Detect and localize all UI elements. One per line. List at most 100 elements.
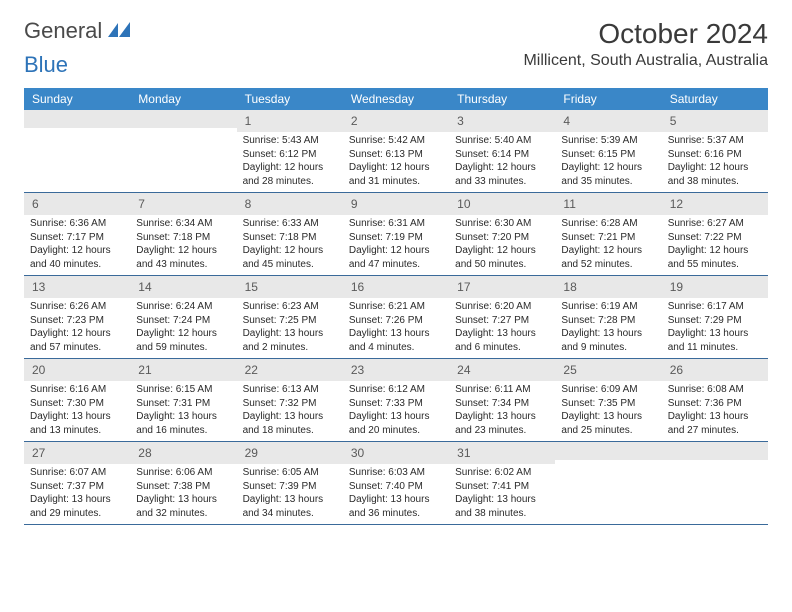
cell-body: Sunrise: 6:15 AMSunset: 7:31 PMDaylight:… (130, 381, 236, 441)
daylight-text: and 55 minutes. (668, 258, 762, 272)
daylight-text: Daylight: 13 hours (668, 327, 762, 341)
sunrise-text: Sunrise: 6:30 AM (455, 217, 549, 231)
sunrise-text: Sunrise: 6:21 AM (349, 300, 443, 314)
daylight-text: and 57 minutes. (30, 341, 124, 355)
daylight-text: and 11 minutes. (668, 341, 762, 355)
daylight-text: and 50 minutes. (455, 258, 549, 272)
cell-body (555, 460, 661, 466)
daylight-text: and 40 minutes. (30, 258, 124, 272)
sunrise-text: Sunrise: 5:39 AM (561, 134, 655, 148)
sunrise-text: Sunrise: 6:23 AM (243, 300, 337, 314)
day-number: 14 (138, 280, 151, 294)
sunrise-text: Sunrise: 6:19 AM (561, 300, 655, 314)
sunrise-text: Sunrise: 6:34 AM (136, 217, 230, 231)
day-number: 13 (32, 280, 45, 294)
day-cell: 26Sunrise: 6:08 AMSunset: 7:36 PMDayligh… (662, 359, 768, 441)
cell-body: Sunrise: 6:06 AMSunset: 7:38 PMDaylight:… (130, 464, 236, 524)
sunset-text: Sunset: 7:20 PM (455, 231, 549, 245)
daylight-text: Daylight: 12 hours (243, 244, 337, 258)
day-number: 18 (563, 280, 576, 294)
daylight-text: Daylight: 12 hours (455, 244, 549, 258)
sunrise-text: Sunrise: 6:27 AM (668, 217, 762, 231)
sunset-text: Sunset: 6:13 PM (349, 148, 443, 162)
sunrise-text: Sunrise: 6:03 AM (349, 466, 443, 480)
daynum-row: 30 (343, 442, 449, 464)
sunset-text: Sunset: 6:15 PM (561, 148, 655, 162)
day-number: 22 (245, 363, 258, 377)
daylight-text: and 36 minutes. (349, 507, 443, 521)
day-number: 24 (457, 363, 470, 377)
sunrise-text: Sunrise: 6:33 AM (243, 217, 337, 231)
week-row: 20Sunrise: 6:16 AMSunset: 7:30 PMDayligh… (24, 359, 768, 442)
location: Millicent, South Australia, Australia (523, 52, 768, 70)
day-cell (555, 442, 661, 524)
daylight-text: and 43 minutes. (136, 258, 230, 272)
cell-body (24, 128, 130, 134)
daylight-text: and 35 minutes. (561, 175, 655, 189)
sunset-text: Sunset: 7:41 PM (455, 480, 549, 494)
daynum-row: 5 (662, 110, 768, 132)
day-header: Monday (130, 88, 236, 110)
sunset-text: Sunset: 7:18 PM (243, 231, 337, 245)
daylight-text: Daylight: 13 hours (561, 327, 655, 341)
daynum-row: 12 (662, 193, 768, 215)
calendar-page: General October 2024 Millicent, South Au… (0, 0, 792, 543)
day-cell: 27Sunrise: 6:07 AMSunset: 7:37 PMDayligh… (24, 442, 130, 524)
daylight-text: and 13 minutes. (30, 424, 124, 438)
sunrise-text: Sunrise: 6:02 AM (455, 466, 549, 480)
sunrise-text: Sunrise: 5:43 AM (243, 134, 337, 148)
week-row: 6Sunrise: 6:36 AMSunset: 7:17 PMDaylight… (24, 193, 768, 276)
day-number: 8 (245, 197, 252, 211)
week-row: 1Sunrise: 5:43 AMSunset: 6:12 PMDaylight… (24, 110, 768, 193)
daylight-text: Daylight: 13 hours (455, 493, 549, 507)
daynum-row: 26 (662, 359, 768, 381)
daylight-text: and 6 minutes. (455, 341, 549, 355)
daynum-row: 6 (24, 193, 130, 215)
day-header: Thursday (449, 88, 555, 110)
day-number: 4 (563, 114, 570, 128)
sunset-text: Sunset: 7:40 PM (349, 480, 443, 494)
day-number: 5 (670, 114, 677, 128)
sunrise-text: Sunrise: 6:11 AM (455, 383, 549, 397)
day-header: Saturday (662, 88, 768, 110)
daylight-text: Daylight: 13 hours (243, 410, 337, 424)
daynum-row: 7 (130, 193, 236, 215)
daynum-row: 24 (449, 359, 555, 381)
sunset-text: Sunset: 6:16 PM (668, 148, 762, 162)
cell-body: Sunrise: 6:08 AMSunset: 7:36 PMDaylight:… (662, 381, 768, 441)
daylight-text: Daylight: 12 hours (455, 161, 549, 175)
day-number: 16 (351, 280, 364, 294)
sunset-text: Sunset: 7:36 PM (668, 397, 762, 411)
sunrise-text: Sunrise: 6:24 AM (136, 300, 230, 314)
day-number: 25 (563, 363, 576, 377)
logo-flag-icon (108, 21, 130, 42)
sunrise-text: Sunrise: 6:15 AM (136, 383, 230, 397)
sunrise-text: Sunrise: 6:17 AM (668, 300, 762, 314)
cell-body: Sunrise: 6:20 AMSunset: 7:27 PMDaylight:… (449, 298, 555, 358)
sunrise-text: Sunrise: 6:28 AM (561, 217, 655, 231)
logo-word1: General (24, 18, 102, 44)
cell-body: Sunrise: 6:24 AMSunset: 7:24 PMDaylight:… (130, 298, 236, 358)
cell-body: Sunrise: 5:40 AMSunset: 6:14 PMDaylight:… (449, 132, 555, 192)
daylight-text: and 33 minutes. (455, 175, 549, 189)
daynum-row: 8 (237, 193, 343, 215)
sunset-text: Sunset: 7:37 PM (30, 480, 124, 494)
sunset-text: Sunset: 7:38 PM (136, 480, 230, 494)
daynum-row: 23 (343, 359, 449, 381)
sunset-text: Sunset: 7:23 PM (30, 314, 124, 328)
sunset-text: Sunset: 7:19 PM (349, 231, 443, 245)
sunrise-text: Sunrise: 6:16 AM (30, 383, 124, 397)
daynum-row: 22 (237, 359, 343, 381)
day-number: 2 (351, 114, 358, 128)
daylight-text: Daylight: 13 hours (136, 410, 230, 424)
cell-body: Sunrise: 6:13 AMSunset: 7:32 PMDaylight:… (237, 381, 343, 441)
day-number: 31 (457, 446, 470, 460)
daylight-text: Daylight: 12 hours (668, 244, 762, 258)
sunset-text: Sunset: 6:12 PM (243, 148, 337, 162)
cell-body: Sunrise: 5:42 AMSunset: 6:13 PMDaylight:… (343, 132, 449, 192)
cell-body: Sunrise: 6:36 AMSunset: 7:17 PMDaylight:… (24, 215, 130, 275)
day-cell: 8 Sunrise: 6:33 AMSunset: 7:18 PMDaylight… (237, 193, 343, 275)
month-title: October 2024 (523, 18, 768, 50)
cell-body: Sunrise: 6:16 AMSunset: 7:30 PMDaylight:… (24, 381, 130, 441)
day-cell: 23Sunrise: 6:12 AMSunset: 7:33 PMDayligh… (343, 359, 449, 441)
